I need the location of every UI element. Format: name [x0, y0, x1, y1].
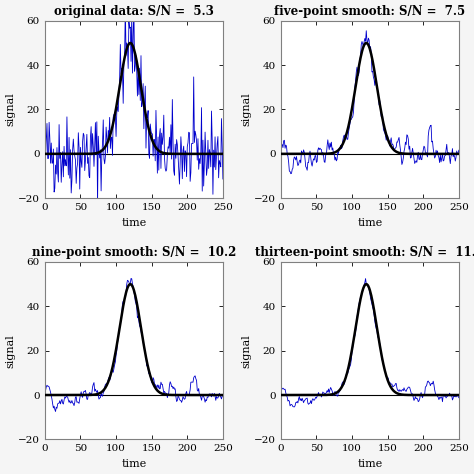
Y-axis label: signal: signal [5, 334, 15, 367]
Title: five-point smooth: S/N =  7.5: five-point smooth: S/N = 7.5 [274, 5, 465, 18]
X-axis label: time: time [357, 218, 383, 228]
X-axis label: time: time [121, 218, 146, 228]
X-axis label: time: time [121, 459, 146, 469]
Title: original data: S/N =  5.3: original data: S/N = 5.3 [54, 5, 214, 18]
Y-axis label: signal: signal [241, 334, 251, 367]
Title: nine-point smooth: S/N =  10.2: nine-point smooth: S/N = 10.2 [32, 246, 236, 259]
Y-axis label: signal: signal [241, 92, 251, 127]
Y-axis label: signal: signal [5, 92, 15, 127]
Title: thirteen-point smooth: S/N =  11.9: thirteen-point smooth: S/N = 11.9 [255, 246, 474, 259]
X-axis label: time: time [357, 459, 383, 469]
